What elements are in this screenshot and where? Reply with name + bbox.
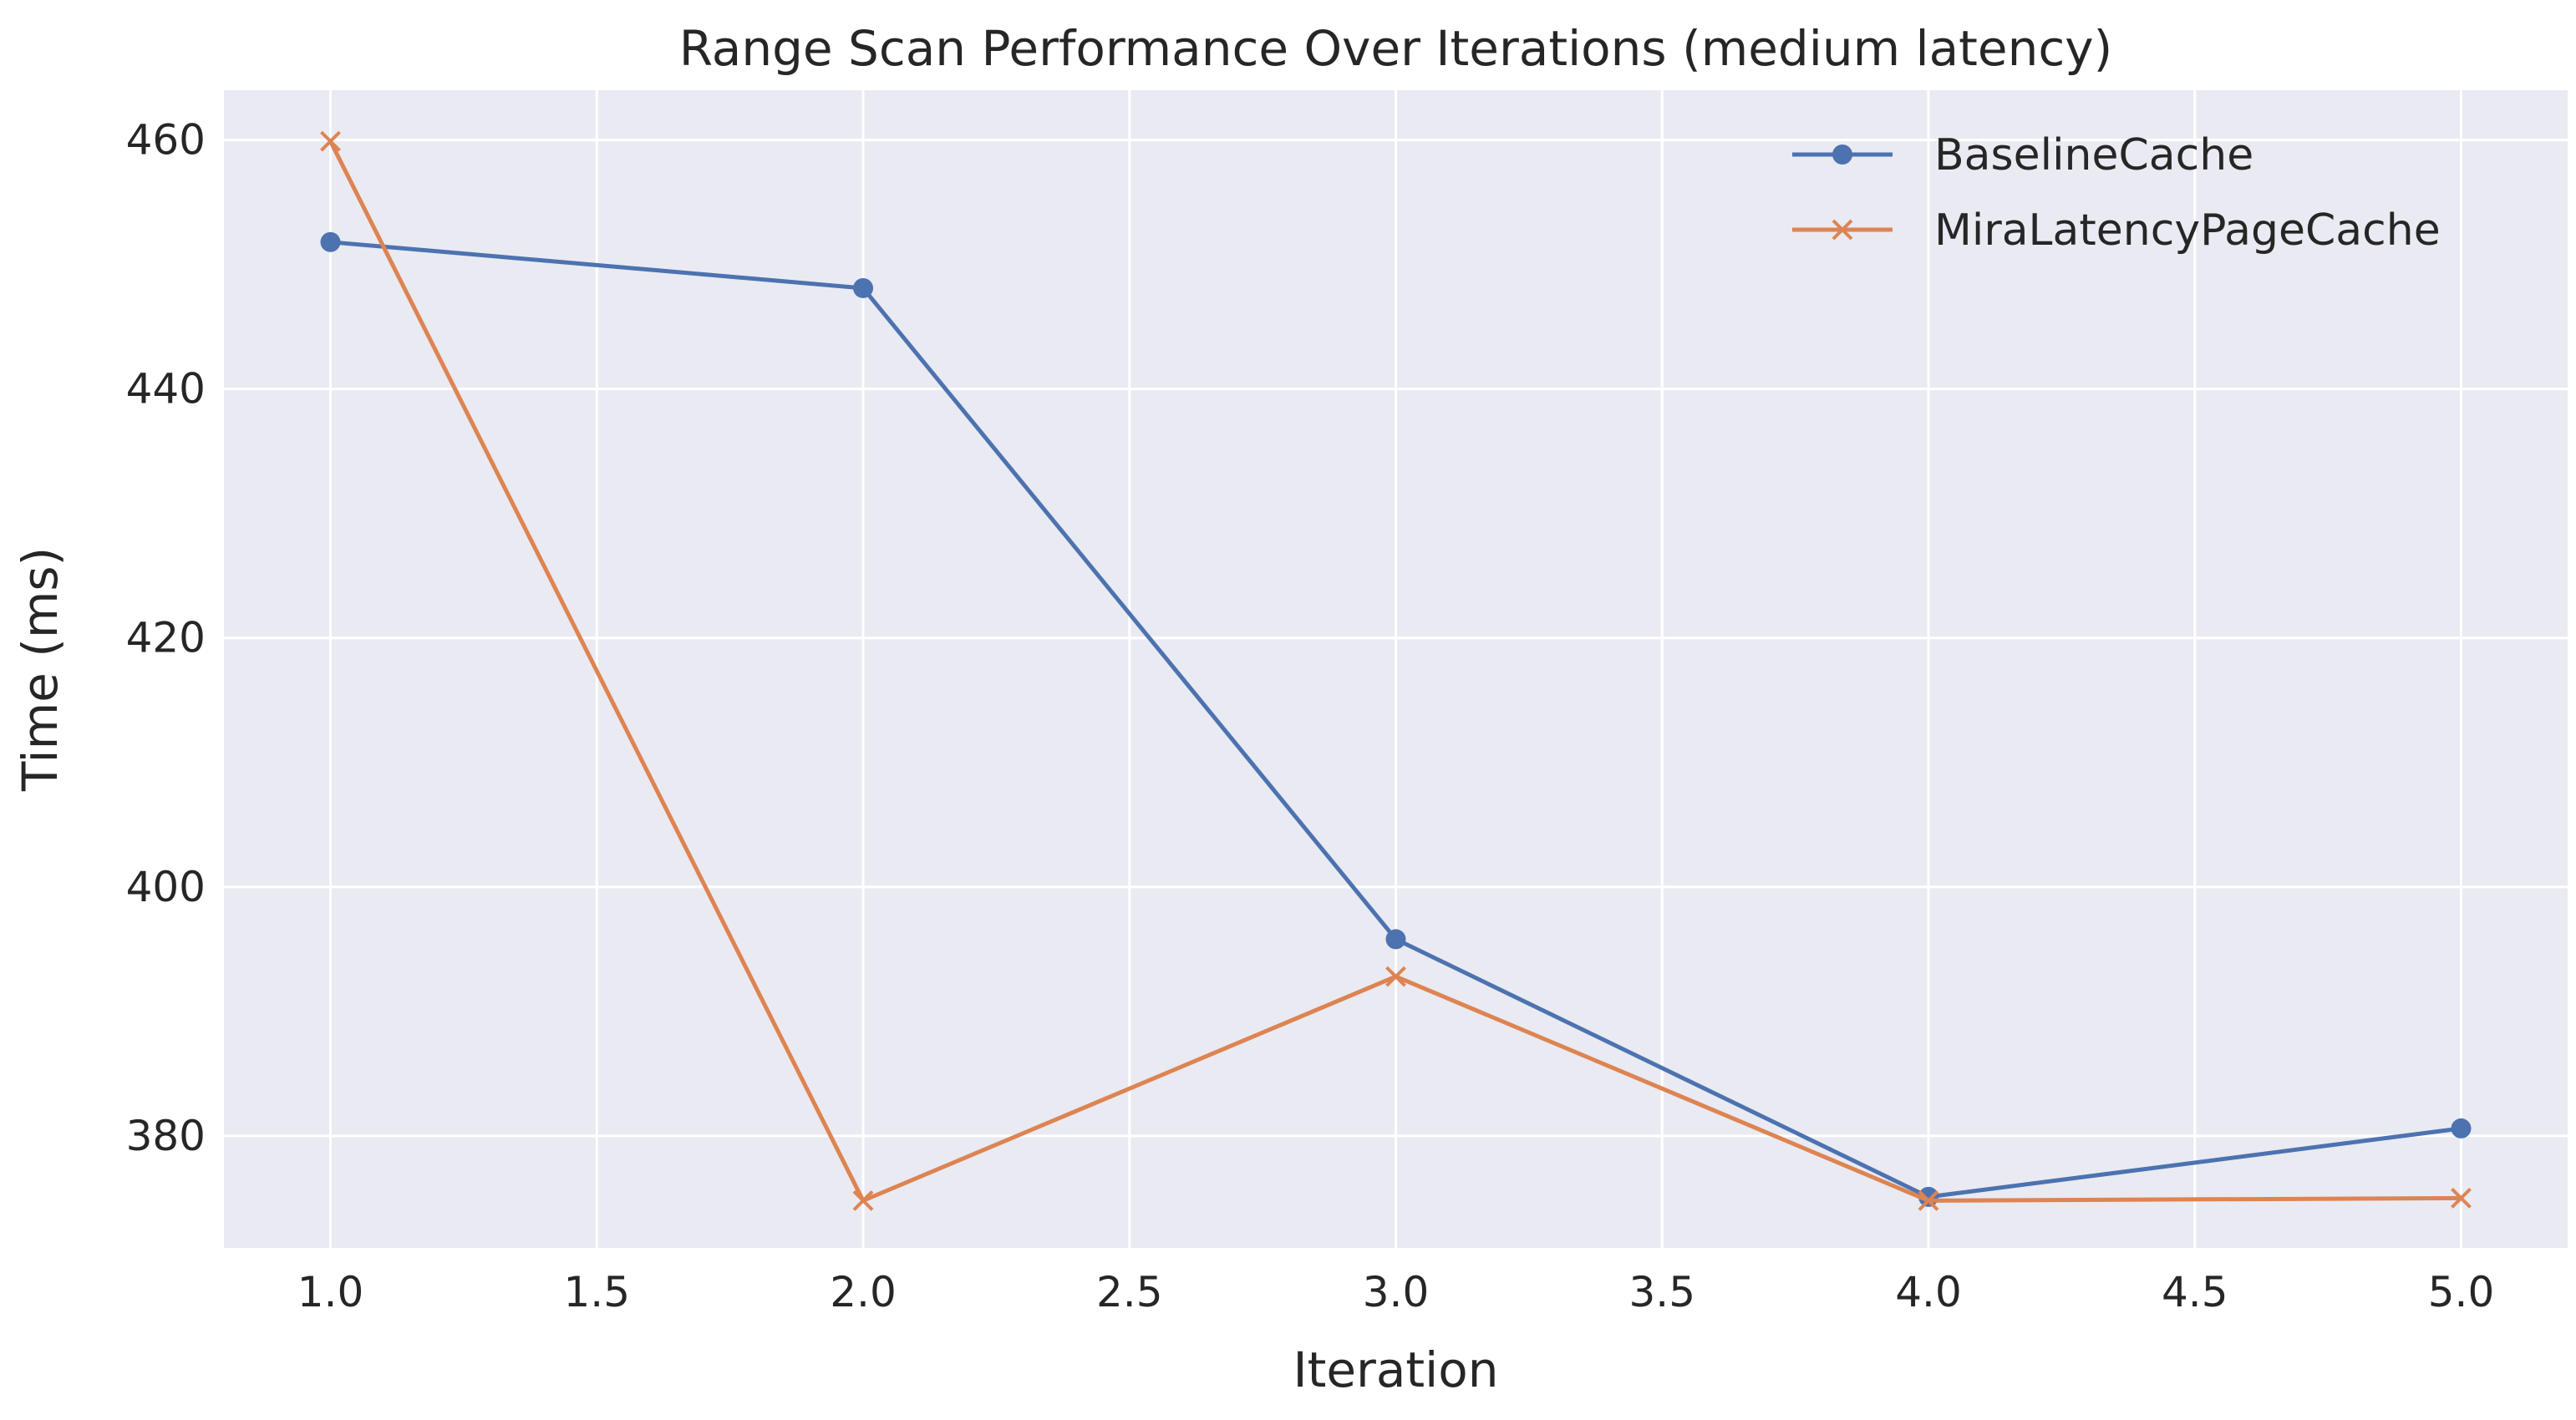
data-point	[853, 277, 873, 298]
data-point-stroke	[1918, 1189, 1939, 1211]
x-tick-label: 1.0	[297, 1268, 364, 1316]
x-tick-label: 4.0	[1895, 1268, 1962, 1316]
data-point-stroke	[852, 1189, 874, 1211]
legend: BaselineCache MiraLatencyPageCache	[1792, 130, 2441, 256]
data-point	[320, 130, 341, 152]
data-point-stroke	[1385, 966, 1406, 987]
x-tick-label: 1.5	[563, 1268, 630, 1316]
data-point	[1385, 966, 1406, 987]
chart-title: Range Scan Performance Over Iterations (…	[679, 20, 2112, 77]
legend-marker	[1832, 219, 1853, 241]
series-layer	[320, 130, 2472, 1211]
y-tick-label: 440	[126, 365, 206, 413]
data-point	[1385, 929, 1406, 950]
data-point-stroke	[320, 130, 341, 152]
x-tick-label: 3.0	[1363, 1268, 1430, 1316]
legend-item: BaselineCache	[1792, 130, 2253, 180]
y-tick-label: 420	[126, 614, 206, 662]
y-tick-label: 460	[126, 116, 206, 165]
data-point	[2451, 1187, 2472, 1209]
data-point	[852, 1189, 874, 1211]
legend-label: BaselineCache	[1934, 130, 2253, 180]
y-tick-label: 380	[126, 1112, 206, 1160]
data-point	[1918, 1189, 1939, 1211]
legend-label: MiraLatencyPageCache	[1934, 205, 2441, 256]
x-axis-ticks: 1.0 1.5 2.0 2.5 3.0 3.5 4.0 4.5 5.0	[297, 1268, 2495, 1316]
x-tick-label: 2.0	[830, 1268, 897, 1316]
x-tick-label: 5.0	[2428, 1268, 2495, 1316]
legend-marker	[1832, 145, 1852, 165]
x-tick-label: 4.5	[2162, 1268, 2228, 1316]
x-tick-label: 3.5	[1628, 1268, 1695, 1316]
legend-item: MiraLatencyPageCache	[1792, 205, 2441, 256]
y-tick-label: 400	[126, 863, 206, 911]
x-tick-label: 2.5	[1096, 1268, 1163, 1316]
x-axis-label: Iteration	[1293, 1341, 1498, 1398]
y-axis-label: Time (ms)	[12, 547, 69, 792]
data-point	[2451, 1118, 2472, 1139]
data-point	[320, 231, 341, 252]
data-point-stroke	[2451, 1187, 2472, 1209]
y-axis-ticks: 380 400 420 440 460	[126, 116, 206, 1160]
series-MiraLatencyPageCache	[320, 130, 2472, 1211]
